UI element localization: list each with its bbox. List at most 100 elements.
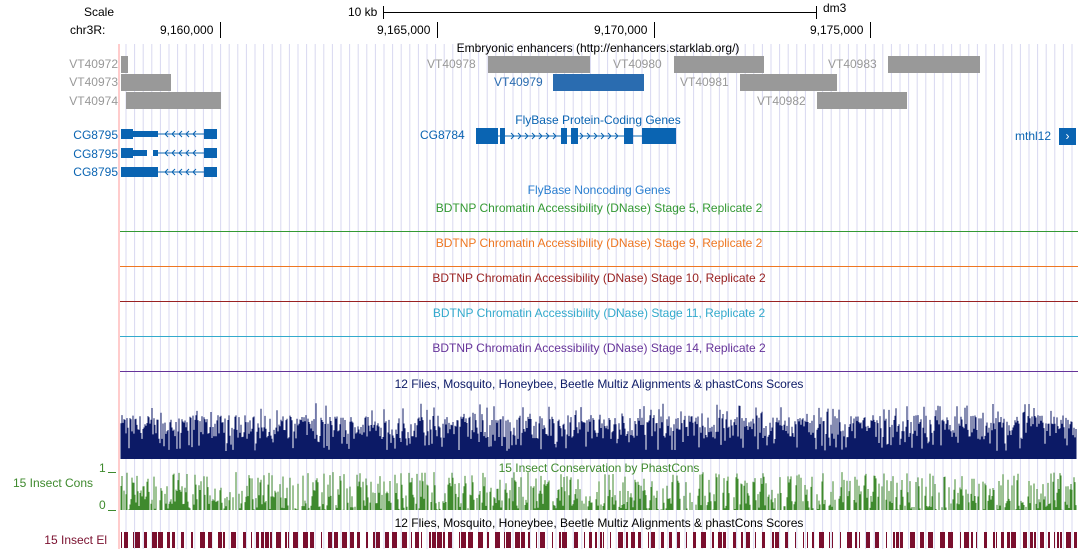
gene-label[interactable]: CG8795 <box>73 128 118 142</box>
phastcons-ymax-tick <box>108 472 116 473</box>
enhancer-feature[interactable] <box>126 92 221 109</box>
gene-exon <box>204 148 217 158</box>
strand-arrow <box>593 132 598 140</box>
elements-side-label[interactable]: 15 Insect El <box>44 533 107 547</box>
conserved-element <box>984 532 987 548</box>
gene-exon <box>561 128 567 144</box>
conserved-element <box>829 532 830 548</box>
gene-label[interactable]: CG8795 <box>73 147 118 161</box>
gene-label[interactable]: CG8784 <box>420 128 465 142</box>
conserved-element <box>461 532 466 548</box>
next-item-arrow-icon[interactable]: › <box>1059 128 1076 145</box>
conserved-element <box>996 532 997 548</box>
enhancer-track-title[interactable]: Embryonic enhancers (http://enhancers.st… <box>456 41 740 55</box>
enhancer-label[interactable]: VT40974 <box>69 94 118 108</box>
conserved-element <box>669 532 672 548</box>
conserved-element <box>603 532 604 548</box>
dnase-track-baseline <box>120 371 1078 372</box>
conserved-element <box>504 532 505 548</box>
conserved-element <box>415 532 419 548</box>
conserved-element <box>562 532 567 548</box>
gene-exon <box>571 128 578 144</box>
enhancer-feature[interactable] <box>121 56 128 73</box>
conserved-element <box>741 532 743 548</box>
scale-label: Scale <box>84 5 115 19</box>
conserved-element <box>595 532 597 548</box>
position-tick <box>220 22 221 38</box>
enhancer-label[interactable]: VT40982 <box>757 94 806 108</box>
phastcons-side-label[interactable]: 15 Insect Cons <box>12 476 93 490</box>
enhancer-label-highlighted[interactable]: VT40979 <box>494 75 543 89</box>
dnase-track-title[interactable]: BDTNP Chromatin Accessibility (DNase) St… <box>432 306 766 320</box>
conserved-element <box>167 532 170 548</box>
position-tick-label: 9,160,000 <box>160 23 214 37</box>
conserved-element <box>251 532 252 548</box>
strand-arrow <box>185 168 190 176</box>
enhancer-feature-highlighted[interactable] <box>553 74 644 91</box>
phastcons-ymin-label: 0 <box>99 498 106 512</box>
conserved-element <box>1007 532 1010 548</box>
conserved-element <box>693 532 696 548</box>
dnase-track-title[interactable]: BDTNP Chromatin Accessibility (DNase) St… <box>435 236 763 250</box>
enhancer-feature[interactable] <box>674 56 764 73</box>
dnase-track-baseline <box>120 266 1078 267</box>
strand-arrow <box>586 132 591 140</box>
strand-arrow <box>178 149 183 157</box>
conserved-element <box>1030 532 1033 548</box>
dnase-track-title[interactable]: BDTNP Chromatin Accessibility (DNase) St… <box>435 201 763 215</box>
phastcons-track-title[interactable]: 15 Insect Conservation by PhastCons <box>498 461 700 475</box>
multiz-track-title[interactable]: 12 Flies, Mosquito, Honeybee, Beetle Mul… <box>394 377 804 391</box>
conserved-element <box>712 532 714 548</box>
conserved-element <box>840 532 841 548</box>
enhancer-label[interactable]: VT40978 <box>427 57 476 71</box>
conserved-element <box>536 532 537 548</box>
strand-arrow <box>579 132 584 140</box>
enhancer-label[interactable]: VT40973 <box>69 75 118 89</box>
conserved-element <box>940 532 945 548</box>
conserved-element <box>1001 532 1004 548</box>
dnase-track-title[interactable]: BDTNP Chromatin Accessibility (DNase) St… <box>432 271 766 285</box>
protein-genes-track-title[interactable]: FlyBase Protein-Coding Genes <box>515 113 681 127</box>
conserved-element <box>631 532 635 548</box>
strand-arrow <box>192 149 197 157</box>
dnase-track-title[interactable]: BDTNP Chromatin Accessibility (DNase) St… <box>432 341 766 355</box>
conserved-element <box>223 532 225 548</box>
enhancer-feature[interactable] <box>121 74 171 91</box>
enhancer-feature[interactable] <box>740 74 837 91</box>
conserved-element <box>443 532 445 548</box>
conserved-element <box>1040 532 1044 548</box>
gene-exon <box>500 128 505 144</box>
strand-arrow <box>171 168 176 176</box>
conserved-element <box>795 532 796 548</box>
strand-arrow <box>510 132 515 140</box>
conserved-element <box>432 532 436 548</box>
enhancer-feature[interactable] <box>817 92 907 109</box>
elements-track-title[interactable]: 12 Flies, Mosquito, Honeybee, Beetle Mul… <box>394 516 804 530</box>
conserved-element <box>701 532 706 548</box>
noncoding-track-title[interactable]: FlyBase Noncoding Genes <box>527 183 671 197</box>
enhancer-label[interactable]: VT40983 <box>828 57 877 71</box>
enhancer-feature[interactable] <box>888 56 980 73</box>
conserved-element <box>626 532 628 548</box>
enhancer-label[interactable]: VT40980 <box>613 57 662 71</box>
conserved-element <box>218 532 222 548</box>
enhancer-feature[interactable] <box>488 56 590 73</box>
conserved-element <box>334 532 338 548</box>
gene-label-offscreen[interactable]: mthl12 <box>1015 129 1052 143</box>
conserved-element <box>366 532 368 548</box>
conserved-element <box>875 532 879 548</box>
enhancer-label[interactable]: VT40972 <box>69 57 118 71</box>
enhancer-label[interactable]: VT40981 <box>680 75 729 89</box>
conserved-element <box>152 532 157 548</box>
conserved-element <box>144 532 147 548</box>
conserved-element <box>866 532 870 548</box>
conserved-element <box>429 532 431 548</box>
gene-label[interactable]: CG8795 <box>73 165 118 179</box>
strand-arrow <box>164 168 169 176</box>
conserved-element <box>847 532 852 548</box>
conserved-element <box>468 532 473 548</box>
gene-exon <box>476 128 498 144</box>
gene-exon <box>204 167 217 177</box>
conserved-element <box>900 532 903 548</box>
